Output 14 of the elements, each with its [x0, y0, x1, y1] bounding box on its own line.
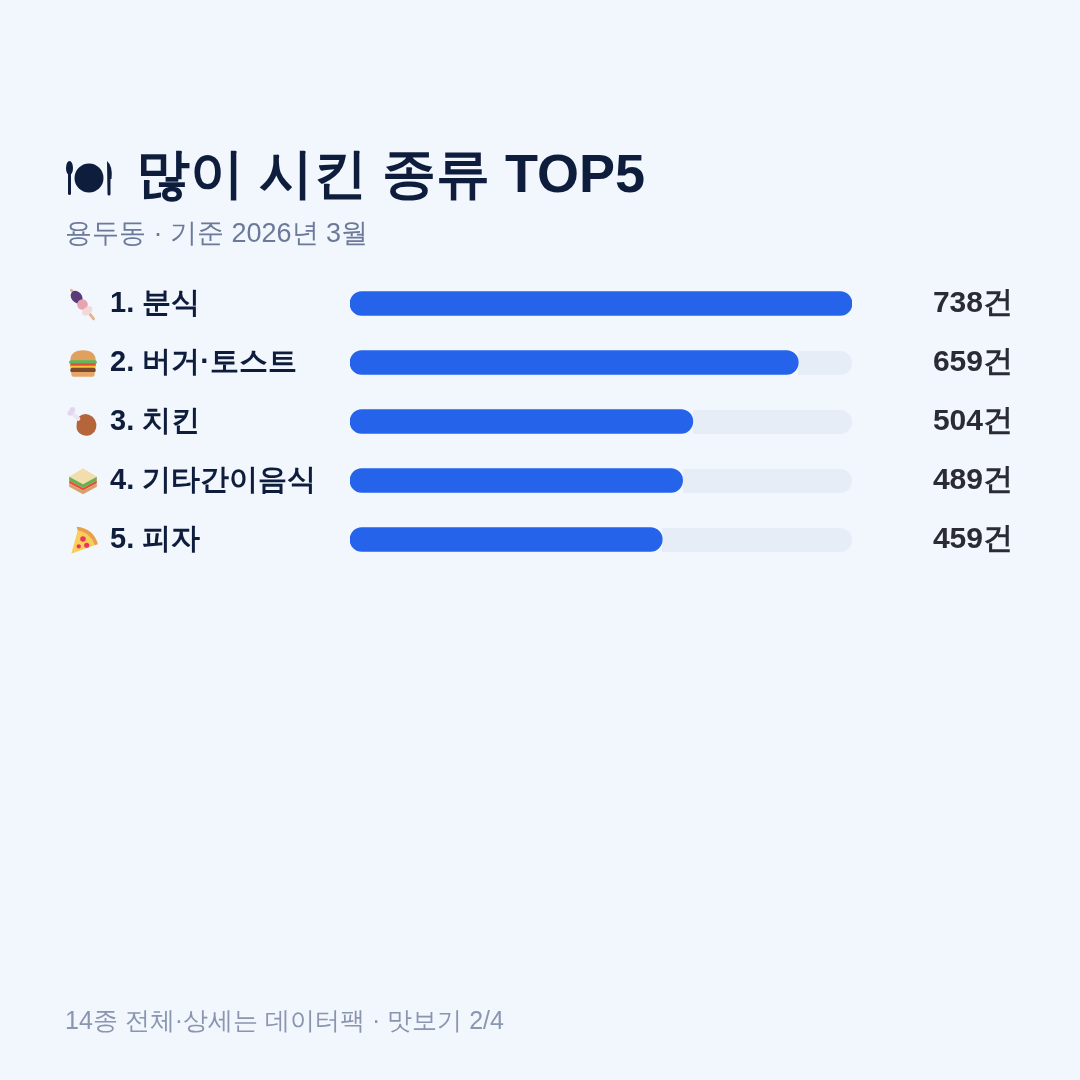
y-tick-label: 4. 기타간이음식 — [110, 462, 317, 495]
data-label: 659건 — [932, 343, 1013, 377]
bar — [350, 291, 852, 316]
y-tick-label: 1. 분식 — [110, 285, 201, 318]
y-tick-label: 5. 피자 — [110, 521, 201, 554]
chart-title: 많이 시킨 종류 TOP5 — [136, 142, 646, 205]
text: 14종 전체·상세는 데이터팩 · 맛보기 2/4 — [65, 1005, 504, 1036]
chart-subtitle: 용두동 · 기준 2026년 3월 — [65, 217, 369, 250]
data-label: 738건 — [932, 284, 1013, 318]
data-label: 489건 — [932, 461, 1013, 495]
data-label: 504건 — [932, 402, 1013, 436]
y-tick-label: 3. 치킨 — [110, 403, 201, 436]
data-label: 459건 — [932, 520, 1013, 554]
y-tick-label: 2. 버거·토스트 — [110, 344, 297, 377]
